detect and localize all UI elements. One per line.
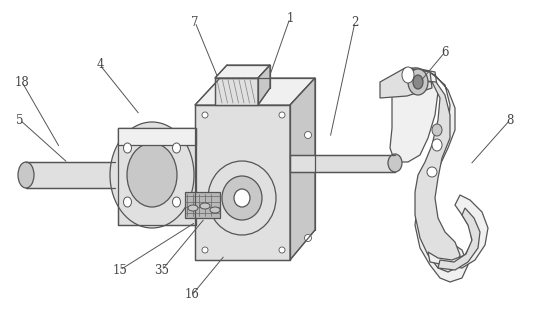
Polygon shape [290, 155, 395, 172]
Text: 15: 15 [113, 264, 127, 277]
Ellipse shape [432, 139, 442, 151]
Text: 7: 7 [191, 15, 199, 28]
Polygon shape [215, 78, 258, 105]
Polygon shape [195, 105, 290, 260]
Ellipse shape [305, 234, 312, 242]
Polygon shape [428, 195, 488, 268]
Ellipse shape [427, 167, 437, 177]
Ellipse shape [279, 247, 285, 253]
Ellipse shape [110, 122, 194, 228]
Ellipse shape [172, 197, 180, 207]
Ellipse shape [202, 247, 208, 253]
Ellipse shape [305, 131, 312, 139]
Ellipse shape [402, 67, 414, 83]
Ellipse shape [210, 207, 220, 213]
Ellipse shape [188, 205, 198, 211]
Text: 6: 6 [441, 45, 449, 59]
Ellipse shape [388, 154, 402, 172]
Text: 4: 4 [96, 59, 104, 72]
Polygon shape [380, 68, 432, 98]
Polygon shape [195, 78, 315, 105]
Polygon shape [26, 162, 115, 188]
Text: 18: 18 [15, 76, 29, 89]
Text: 35: 35 [154, 264, 170, 277]
Ellipse shape [172, 143, 180, 153]
Ellipse shape [222, 176, 262, 220]
Text: 2: 2 [351, 15, 359, 28]
Ellipse shape [208, 161, 276, 235]
Polygon shape [438, 208, 480, 270]
Ellipse shape [124, 143, 132, 153]
Polygon shape [405, 68, 468, 282]
Polygon shape [118, 128, 196, 145]
Polygon shape [415, 80, 460, 272]
Ellipse shape [124, 197, 132, 207]
Ellipse shape [234, 189, 250, 207]
Polygon shape [258, 65, 270, 105]
Text: 8: 8 [506, 113, 514, 127]
Polygon shape [290, 78, 315, 260]
Ellipse shape [413, 75, 423, 89]
Ellipse shape [279, 112, 285, 118]
Ellipse shape [127, 143, 177, 207]
Polygon shape [215, 65, 270, 78]
Polygon shape [118, 128, 196, 225]
Ellipse shape [432, 124, 442, 136]
Ellipse shape [202, 112, 208, 118]
Ellipse shape [200, 203, 210, 209]
Text: 1: 1 [286, 11, 294, 25]
Ellipse shape [408, 69, 428, 95]
Text: 16: 16 [185, 288, 199, 301]
Polygon shape [390, 68, 438, 162]
Text: 5: 5 [16, 113, 24, 127]
Ellipse shape [18, 162, 34, 188]
Polygon shape [185, 192, 220, 218]
